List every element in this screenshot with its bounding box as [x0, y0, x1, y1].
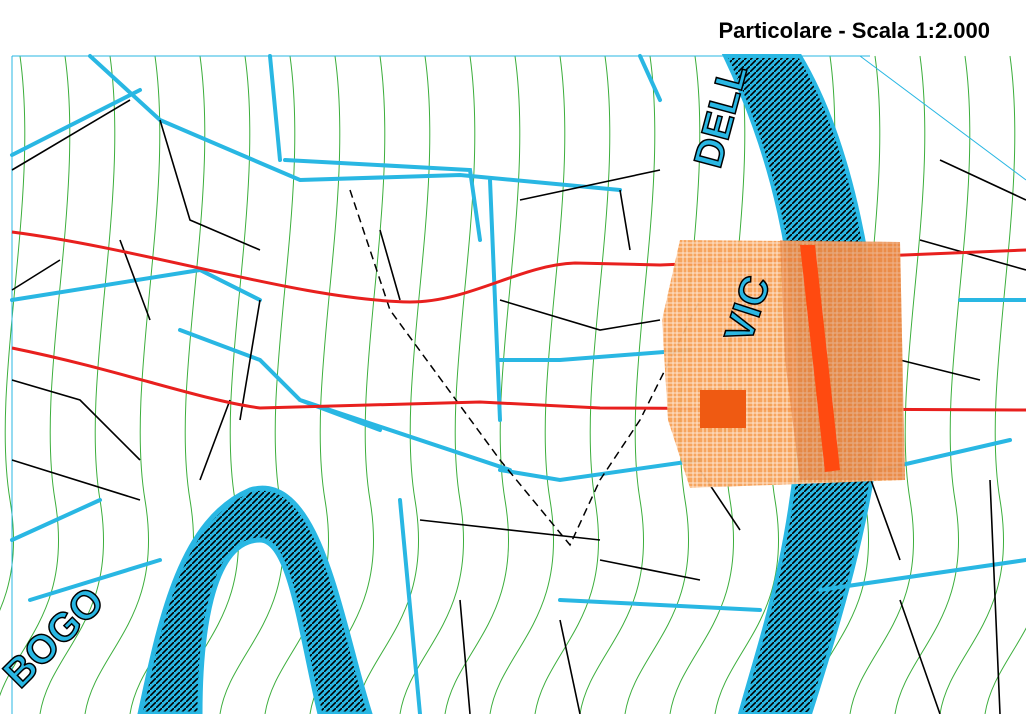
contour-line: [0, 55, 71, 697]
contour-line: [444, 55, 521, 714]
contour-line: [84, 55, 161, 714]
contour-line: [939, 55, 1016, 714]
contour-line: [534, 55, 611, 714]
road-label: DELL: [686, 60, 756, 172]
boundary: [349, 189, 701, 547]
contour-line: [849, 55, 926, 714]
red-line: [11, 230, 1026, 304]
contour-line: [354, 55, 431, 714]
contour-line: [624, 55, 701, 714]
strip: [800, 245, 840, 472]
contour-line: [894, 55, 971, 714]
red-line: [11, 346, 1026, 412]
contour-line: [984, 627, 1026, 714]
contour-line: [0, 55, 26, 611]
contour-lines: [0, 55, 1026, 714]
building: [700, 390, 746, 428]
contour-line: [489, 55, 566, 714]
contour-line: [579, 55, 656, 714]
road-label: BOGO: [0, 579, 113, 697]
map-title: Particolare - Scala 1:2.000: [719, 18, 991, 43]
contour-line: [219, 55, 296, 714]
contour-line: [264, 55, 341, 714]
contour-line: [39, 55, 116, 714]
project-area: [780, 240, 905, 480]
road: [137, 485, 373, 714]
